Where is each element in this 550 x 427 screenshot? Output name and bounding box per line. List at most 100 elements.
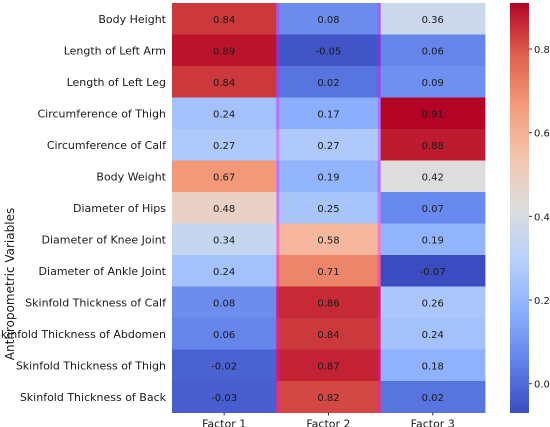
cell-value-label: 0.91 — [422, 109, 444, 120]
row-label: Body Weight — [96, 170, 166, 183]
heatmap-cell — [172, 381, 277, 413]
colorbar-tick-label: 0.0 — [534, 380, 550, 391]
cell-value-label: 0.18 — [422, 361, 444, 372]
heatmap-cell — [172, 3, 277, 35]
cell-value-label: 0.86 — [317, 298, 339, 309]
heatmap-cell — [380, 160, 486, 193]
row-label: Skinfold Thickness of Thigh — [16, 359, 166, 372]
column-label: Factor 3 — [411, 418, 455, 427]
cell-value-label: 0.25 — [317, 204, 339, 215]
cell-value-label: 0.09 — [422, 78, 444, 89]
heatmap-cell — [276, 192, 382, 224]
heatmap-cell — [172, 286, 277, 319]
cell-value-labels: 0.84 0.08 0.36 0.89 -0.05 0.06 0.84 0.02 0.09 0.2… — [211, 15, 445, 404]
cell-value-label: 0.02 — [422, 393, 444, 404]
heatmap-cells — [172, 3, 486, 413]
cell-value-label: 0.06 — [422, 46, 444, 57]
colorbar-tick-label: 0.6 — [534, 129, 550, 140]
cell-value-label: 0.89 — [213, 46, 235, 57]
cell-value-label: 0.67 — [213, 172, 235, 183]
cell-value-label: 0.24 — [213, 109, 235, 120]
heatmap-cell — [380, 381, 486, 413]
row-label: Length of Left Arm — [64, 44, 166, 57]
heatmap-cell — [276, 66, 382, 98]
cell-value-label: 0.71 — [317, 267, 339, 278]
y-axis-label: Anthropometric Variables — [3, 208, 17, 360]
cell-value-label: 0.48 — [213, 204, 235, 215]
row-label: Skinfold Thickness of Back — [20, 391, 167, 404]
heatmap-cell — [276, 34, 382, 67]
cell-value-label: 0.84 — [317, 330, 339, 341]
highlight-edge-right — [377, 3, 381, 413]
cell-value-label: 0.17 — [317, 109, 339, 120]
cell-value-label: 0.34 — [213, 235, 235, 246]
heatmap-cell — [276, 318, 382, 350]
cell-value-label: -0.02 — [211, 361, 237, 372]
heatmap-cell — [172, 349, 277, 382]
cell-value-label: 0.84 — [213, 15, 235, 26]
heatmap-cell — [276, 381, 382, 413]
heatmap-cell — [276, 97, 382, 130]
heatmap-cell — [276, 349, 382, 382]
heatmap-cell — [380, 34, 486, 67]
heatmap-cell — [172, 97, 277, 130]
heatmap-cell — [172, 66, 277, 98]
cell-value-label: 0.24 — [422, 330, 444, 341]
cell-value-label: 0.87 — [317, 361, 339, 372]
colorbar-gradient — [510, 3, 529, 413]
cell-value-label: 0.19 — [422, 235, 444, 246]
heatmap-cell — [380, 318, 486, 350]
heatmap-cell — [172, 160, 277, 193]
heatmap-cell — [380, 255, 486, 287]
heatmap-cell — [380, 66, 486, 98]
colorbar-tick-label: 0.2 — [534, 296, 550, 307]
column-label: Factor 2 — [306, 418, 350, 427]
colorbar: 0.0 0.2 0.4 0.6 0.8 — [510, 3, 550, 413]
row-label: Circumference of Thigh — [37, 107, 166, 120]
cell-value-label: -0.03 — [211, 393, 237, 404]
cell-value-label: 0.82 — [317, 393, 339, 404]
cell-value-label: 0.27 — [317, 141, 339, 152]
highlight-edge-left — [276, 3, 280, 413]
heatmap-cell — [276, 223, 382, 256]
heatmap-cell — [172, 255, 277, 287]
cell-value-label: 0.36 — [422, 15, 444, 26]
column-label: Factor 1 — [202, 418, 246, 427]
cell-value-label: 0.42 — [422, 172, 444, 183]
heatmap-cell — [276, 160, 382, 193]
highlight-column — [276, 3, 381, 413]
heatmap-cell — [380, 97, 486, 130]
cell-value-label: 0.19 — [317, 172, 339, 183]
heatmap-cell — [380, 129, 486, 161]
heatmap-cell — [380, 286, 486, 319]
row-label: Diameter of Knee Joint — [42, 233, 167, 246]
cell-value-label: 0.02 — [317, 78, 339, 89]
heatmap-cell — [276, 3, 382, 35]
row-label: Skinfold Thickness of Abdomen — [0, 328, 166, 341]
heatmap-cell — [172, 192, 277, 224]
row-label: Length of Left Leg — [67, 76, 166, 89]
heatmap-cell — [380, 192, 486, 224]
row-label: Diameter of Hips — [73, 202, 166, 215]
cell-value-label: 0.08 — [213, 298, 235, 309]
heatmap-cell — [172, 223, 277, 256]
heatmap-cell — [380, 349, 486, 382]
heatmap-cell — [172, 318, 277, 350]
colorbar-tick-label: 0.8 — [534, 45, 550, 56]
cell-value-label: 0.84 — [213, 78, 235, 89]
cell-value-label: -0.05 — [316, 46, 342, 57]
heatmap-cell — [276, 255, 382, 287]
heatmap-cell — [172, 34, 277, 67]
cell-value-label: 0.88 — [422, 141, 444, 152]
heatmap-cell — [380, 223, 486, 256]
cell-value-label: 0.07 — [422, 204, 444, 215]
column-labels: Factor 1 Factor 2 Factor 3 — [202, 412, 455, 427]
heatmap-cell — [380, 3, 486, 35]
cell-value-label: 0.27 — [213, 141, 235, 152]
cell-value-label: -0.07 — [420, 267, 446, 278]
colorbar-tick-label: 0.4 — [534, 212, 550, 223]
heatmap-cell — [172, 129, 277, 161]
cell-value-label: 0.58 — [317, 235, 339, 246]
row-label: Body Height — [98, 13, 166, 26]
